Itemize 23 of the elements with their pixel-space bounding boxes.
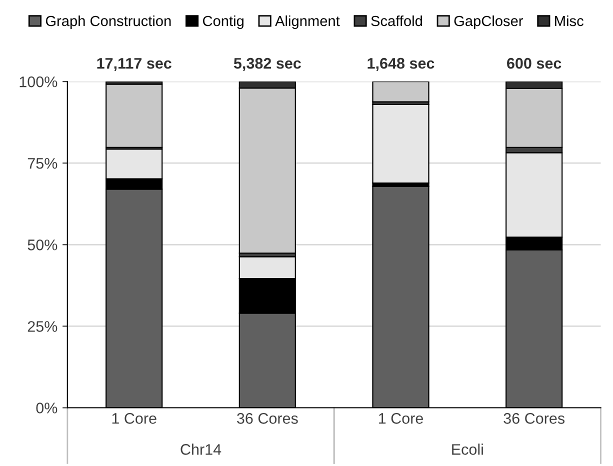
- x-tick-label: 36 Cores: [237, 413, 298, 424]
- legend-label: Contig: [202, 15, 244, 30]
- x-tick-label: 1 Core: [378, 413, 423, 424]
- y-tick-label: 0%: [36, 402, 58, 414]
- text: 600 sec: [507, 58, 562, 69]
- text: Ecoli: [452, 444, 483, 455]
- legend-label: GapCloser: [454, 15, 524, 30]
- x-tick-label: 36 Cores: [504, 413, 565, 424]
- text: 5,382 sec: [234, 58, 301, 71]
- x-tick-label: 1 Core: [112, 413, 156, 424]
- legend-label: Graph Construction: [46, 15, 171, 30]
- y-tick-label: 50%: [28, 240, 58, 250]
- y-tick-label: 100%: [20, 76, 58, 88]
- y-tick-label: 25%: [28, 321, 58, 332]
- text: 17,117 sec: [97, 58, 172, 71]
- legend-label: Misc: [555, 15, 584, 26]
- bar: [372, 82, 430, 102]
- text: Chr14: [180, 444, 222, 455]
- bar: [372, 104, 430, 184]
- legend-label: Scaffold: [371, 15, 422, 26]
- legend-label: Alignment: [275, 15, 340, 30]
- y-tick-label: 75%: [28, 158, 58, 169]
- text: 1,648 sec: [368, 58, 434, 71]
